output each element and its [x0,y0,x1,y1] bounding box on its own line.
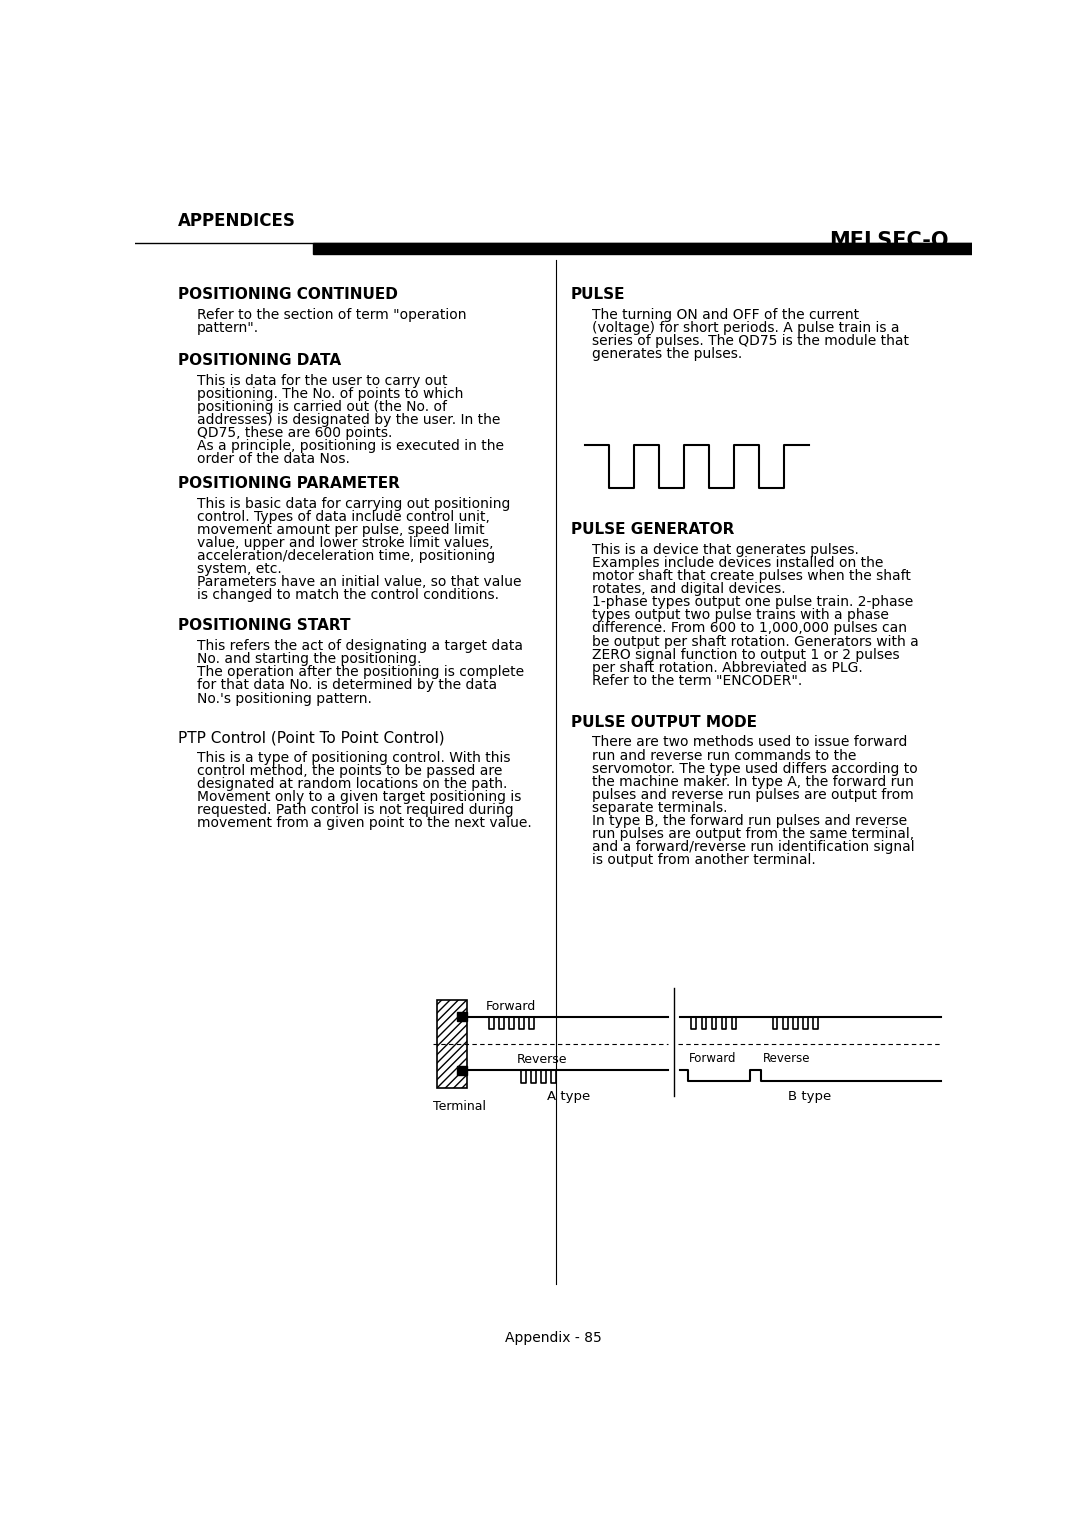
Text: be output per shaft rotation. Generators with a: be output per shaft rotation. Generators… [592,634,919,648]
Text: control method, the points to be passed are: control method, the points to be passed … [197,764,502,778]
Bar [313,243,972,254]
Text: Movement only to a given target positioning is: Movement only to a given target position… [197,790,522,804]
Text: (voltage) for short periods. A pulse train is a: (voltage) for short periods. A pulse tra… [592,321,900,335]
Text: is output from another terminal.: is output from another terminal. [592,853,816,868]
Text: series of pulses. The QD75 is the module that: series of pulses. The QD75 is the module… [592,335,909,348]
Bar [458,1012,467,1021]
Bar [437,999,467,1088]
Text: designated at random locations on the path.: designated at random locations on the pa… [197,778,508,792]
Text: A type: A type [548,1089,591,1103]
Text: Reverse: Reverse [517,1053,568,1067]
Text: difference. From 600 to 1,000,000 pulses can: difference. From 600 to 1,000,000 pulses… [592,622,907,636]
Text: In type B, the forward run pulses and reverse: In type B, the forward run pulses and re… [592,814,907,828]
Text: Parameters have an initial value, so that value: Parameters have an initial value, so tha… [197,575,522,590]
Text: As a principle, positioning is executed in the: As a principle, positioning is executed … [197,439,504,452]
Text: QD75, these are 600 points.: QD75, these are 600 points. [197,426,392,440]
Text: POSITIONING START: POSITIONING START [177,619,350,634]
Text: POSITIONING DATA: POSITIONING DATA [177,353,341,368]
Text: The operation after the positioning is complete: The operation after the positioning is c… [197,665,524,680]
Text: Terminal: Terminal [433,1100,486,1112]
Text: This is a device that generates pulses.: This is a device that generates pulses. [592,542,859,556]
Text: Refer to the term "ENCODER".: Refer to the term "ENCODER". [592,674,802,688]
Text: generates the pulses.: generates the pulses. [592,347,743,361]
Text: order of the data Nos.: order of the data Nos. [197,452,350,466]
Text: Appendix - 85: Appendix - 85 [505,1331,602,1345]
Text: value, upper and lower stroke limit values,: value, upper and lower stroke limit valu… [197,536,494,550]
Text: There are two methods used to issue forward: There are two methods used to issue forw… [592,735,907,749]
Text: pulses and reverse run pulses are output from: pulses and reverse run pulses are output… [592,788,914,802]
Text: No.'s positioning pattern.: No.'s positioning pattern. [197,692,372,706]
Text: This is basic data for carrying out positioning: This is basic data for carrying out posi… [197,497,511,510]
Text: Refer to the section of term "operation: Refer to the section of term "operation [197,309,467,322]
Text: Forward: Forward [485,999,536,1013]
Text: Examples include devices installed on the: Examples include devices installed on th… [592,556,883,570]
Text: servomotor. The type used differs according to: servomotor. The type used differs accord… [592,761,918,776]
Text: No. and starting the positioning.: No. and starting the positioning. [197,652,421,666]
Text: movement from a given point to the next value.: movement from a given point to the next … [197,816,531,830]
Text: separate terminals.: separate terminals. [592,801,728,814]
Text: This is data for the user to carry out: This is data for the user to carry out [197,373,447,388]
Text: positioning is carried out (the No. of: positioning is carried out (the No. of [197,400,447,414]
Text: control. Types of data include control unit,: control. Types of data include control u… [197,510,490,524]
Text: PULSE GENERATOR: PULSE GENERATOR [570,523,734,538]
Text: motor shaft that create pulses when the shaft: motor shaft that create pulses when the … [592,568,912,584]
Text: per shaft rotation. Abbreviated as PLG.: per shaft rotation. Abbreviated as PLG. [592,660,863,675]
Text: POSITIONING PARAMETER: POSITIONING PARAMETER [177,475,400,490]
Text: run pulses are output from the same terminal,: run pulses are output from the same term… [592,827,915,840]
Text: This is a type of positioning control. With this: This is a type of positioning control. W… [197,750,511,766]
Text: 1-phase types output one pulse train. 2-phase: 1-phase types output one pulse train. 2-… [592,596,914,610]
Text: The turning ON and OFF of the current: The turning ON and OFF of the current [592,309,860,322]
Text: requested. Path control is not required during: requested. Path control is not required … [197,804,514,817]
Text: PULSE: PULSE [570,287,625,303]
Text: positioning. The No. of points to which: positioning. The No. of points to which [197,387,463,400]
Text: addresses) is designated by the user. In the: addresses) is designated by the user. In… [197,413,500,426]
Text: PULSE OUTPUT MODE: PULSE OUTPUT MODE [570,715,757,730]
Text: is changed to match the control conditions.: is changed to match the control conditio… [197,588,499,602]
Text: POSITIONING CONTINUED: POSITIONING CONTINUED [177,287,397,303]
Text: run and reverse run commands to the: run and reverse run commands to the [592,749,856,762]
Text: and a forward/reverse run identification signal: and a forward/reverse run identification… [592,840,915,854]
Text: system, etc.: system, etc. [197,562,282,576]
Text: Reverse: Reverse [762,1051,810,1065]
Text: acceleration/deceleration time, positioning: acceleration/deceleration time, position… [197,549,496,564]
Text: Forward: Forward [689,1051,737,1065]
Text: for that data No. is determined by the data: for that data No. is determined by the d… [197,678,497,692]
Text: APPENDICES: APPENDICES [177,211,296,229]
Bar [458,1067,467,1076]
Text: the machine maker. In type A, the forward run: the machine maker. In type A, the forwar… [592,775,914,788]
Text: types output two pulse trains with a phase: types output two pulse trains with a pha… [592,608,889,622]
Text: PTP Control (Point To Point Control): PTP Control (Point To Point Control) [177,730,444,746]
Text: B type: B type [787,1089,831,1103]
Text: pattern".: pattern". [197,321,259,335]
Text: rotates, and digital devices.: rotates, and digital devices. [592,582,786,596]
Text: MELSEC-Q: MELSEC-Q [829,231,948,251]
Text: ZERO signal function to output 1 or 2 pulses: ZERO signal function to output 1 or 2 pu… [592,648,900,662]
Text: movement amount per pulse, speed limit: movement amount per pulse, speed limit [197,523,485,536]
Text: This refers the act of designating a target data: This refers the act of designating a tar… [197,639,523,652]
